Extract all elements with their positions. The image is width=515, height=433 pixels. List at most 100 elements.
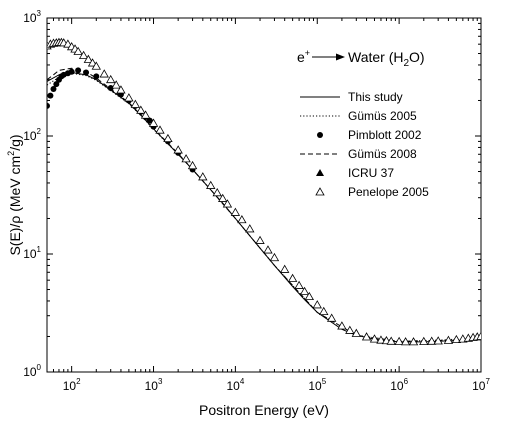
series-2-point	[53, 81, 60, 88]
annotation-target-post: O)	[409, 49, 425, 65]
legend-swatch-4	[316, 169, 324, 176]
series-5-point	[163, 133, 173, 143]
series-5-point	[427, 336, 437, 345]
series-5-point	[111, 80, 121, 89]
series-5-point	[255, 235, 265, 244]
plot-area	[46, 17, 482, 373]
series-5-point	[326, 313, 337, 322]
annotation-arrow-head	[336, 53, 345, 61]
series-5-point	[394, 336, 404, 345]
series-5-point	[443, 335, 454, 344]
series-5-point	[269, 252, 280, 262]
series-5-point	[376, 335, 386, 344]
y-tick-label: 102	[23, 127, 41, 143]
axis-tick-labels: 102 103 104 105 106 107 100 101 102 103	[23, 9, 490, 393]
series-5-point	[140, 110, 151, 119]
series-layer	[47, 37, 481, 346]
legend-label-5: Penelope 2005	[348, 185, 429, 199]
y-axis-title-rho: ρ	[7, 216, 23, 224]
series-2-point	[93, 73, 100, 80]
series-5-point	[408, 337, 419, 346]
series-2-point	[75, 67, 82, 74]
series-5-point	[206, 180, 216, 189]
series-5-point	[73, 46, 83, 55]
series-5-point	[361, 332, 372, 341]
series-5-point	[263, 245, 273, 254]
series-5-point	[173, 145, 183, 154]
series-5-point	[400, 337, 411, 346]
series-2-point	[68, 68, 75, 75]
series-5-point	[148, 118, 159, 127]
x-tick-label: 104	[226, 377, 244, 393]
series-5-point	[312, 300, 322, 309]
series-5-point	[83, 54, 94, 63]
series-2-point	[50, 86, 57, 93]
y-axis-title-part1: S(E)/	[7, 224, 23, 256]
series-5-point	[124, 93, 134, 102]
series-5-point	[299, 286, 310, 296]
series-5-point	[337, 321, 347, 330]
series-5-point	[304, 291, 315, 301]
legend-label-3: Gümüs 2008	[348, 147, 417, 161]
series-5-point	[130, 99, 141, 108]
series-2-point	[146, 117, 153, 124]
x-tick-label: 102	[63, 377, 81, 393]
annotation-particle: e	[297, 49, 305, 65]
series-5-point	[369, 334, 380, 343]
series-5-point	[287, 273, 298, 282]
annotation-target: Water (H	[348, 49, 403, 65]
y-axis-title-part3: (MeV cm	[7, 156, 23, 216]
series-5-point	[237, 214, 247, 224]
legend-swatch-5	[315, 187, 325, 196]
x-tick-label: 103	[145, 377, 163, 393]
series-5-point	[245, 224, 255, 233]
series-5-point	[78, 50, 89, 60]
series-2-point	[47, 102, 50, 109]
series-5-point	[87, 58, 98, 67]
series-5-point	[294, 280, 304, 289]
series-5-point	[419, 336, 429, 345]
svg-text:e+: e+	[297, 48, 310, 65]
annotation-target-sub: 2	[403, 58, 409, 69]
series-5-point	[230, 207, 241, 216]
series-5-point	[279, 264, 290, 273]
series-5-point	[386, 336, 396, 345]
series-5-point	[351, 328, 362, 337]
x-tick-label: 107	[472, 377, 490, 393]
series-5-point	[476, 331, 481, 340]
y-tick-label: 100	[23, 363, 41, 379]
series-5-point	[451, 334, 462, 344]
x-tick-label: 105	[308, 377, 326, 393]
series-5-point	[345, 325, 355, 334]
series-5-point	[433, 336, 443, 345]
y-axis-title-sup: 2	[6, 151, 16, 156]
series-5-point	[106, 74, 116, 84]
series-5-point	[218, 193, 228, 202]
series-5-point	[198, 172, 208, 181]
series-5-point	[155, 125, 165, 134]
series-2-point	[83, 69, 90, 76]
svg-text:Water (H2O): Water (H2O)	[348, 49, 425, 69]
series-5-point	[187, 160, 198, 170]
legend-label-4: ICRU 37	[348, 166, 394, 180]
series-5-point	[212, 188, 222, 197]
legend-swatch-2	[317, 132, 323, 138]
legend-label-2: Pimblott 2002	[348, 128, 422, 142]
legend-label-0: This study	[348, 90, 403, 104]
series-5-point	[136, 105, 146, 114]
y-axis-title: S(E)/ρ (MeV cm2/g)	[6, 134, 23, 255]
series-2-point	[47, 92, 54, 99]
axis-ticks	[46, 17, 482, 373]
series-5-point	[99, 69, 109, 78]
reaction-annotation: e+ Water (H2O)	[297, 48, 425, 69]
x-tick-label: 106	[390, 377, 408, 393]
series-2-point	[107, 85, 114, 92]
legend: This study Gümüs 2005 Pimblott 2002 Gümüs 2…	[300, 90, 429, 199]
legend-label-1: Gümüs 2005	[348, 109, 417, 123]
series-5-point	[116, 85, 126, 94]
series-clip	[47, 37, 481, 346]
series-5-point	[91, 61, 101, 70]
y-tick-label: 101	[23, 245, 41, 261]
series-5-point	[181, 154, 191, 163]
